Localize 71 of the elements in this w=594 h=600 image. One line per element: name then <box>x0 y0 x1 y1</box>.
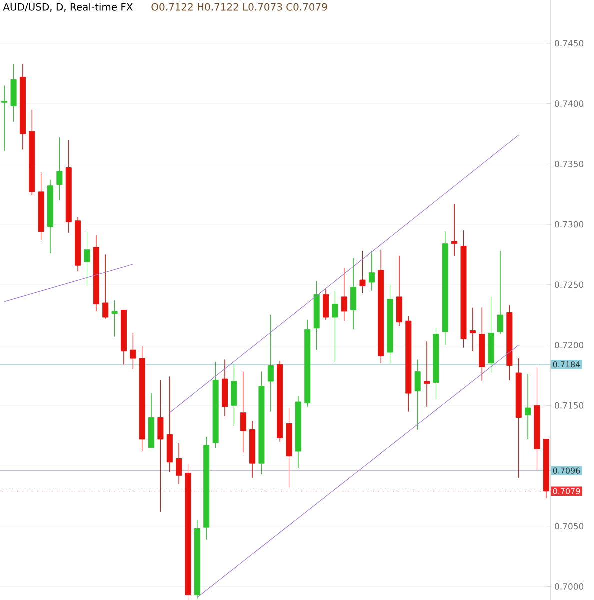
candlestick <box>166 376 173 472</box>
candlestick <box>488 296 494 374</box>
candlestick <box>84 232 90 286</box>
candlestick <box>433 328 440 400</box>
candlestick <box>250 421 256 478</box>
candlestick <box>341 268 348 322</box>
candlestick <box>424 341 430 408</box>
candlestick <box>56 137 63 201</box>
candlestick <box>452 204 458 256</box>
candlestick <box>66 140 72 234</box>
candlestick <box>185 464 192 600</box>
candlestick <box>350 258 357 330</box>
candlestick <box>534 366 540 472</box>
candlestick <box>139 346 146 452</box>
candlestick <box>525 374 532 440</box>
candlestick <box>120 310 127 365</box>
candlestick <box>38 172 44 240</box>
candlestick <box>93 235 100 312</box>
candlestick <box>148 393 155 448</box>
candlestick <box>396 256 402 326</box>
candlestick <box>378 250 384 364</box>
candlestick <box>497 250 504 335</box>
candlestick <box>204 436 210 540</box>
candlestick <box>332 290 338 362</box>
candlestick <box>10 64 17 122</box>
candlestick <box>414 360 421 430</box>
chart-title: AUD/USD, D, Real-time FX <box>3 3 133 12</box>
candlestick <box>543 439 550 499</box>
candlestick <box>48 180 54 254</box>
candlestick <box>194 520 200 600</box>
candlestick <box>368 250 375 292</box>
y-tick-label: 0.7000 <box>555 584 584 590</box>
candlestick <box>506 305 513 381</box>
candlestick <box>406 316 412 412</box>
y-tick-label: 0.7350 <box>555 160 584 168</box>
candlestick <box>442 232 448 346</box>
y-tick-label: 0.7050 <box>555 523 584 530</box>
candlestick <box>130 332 136 370</box>
y-tick-label: 0.7200 <box>555 342 584 348</box>
y-tick-label: 0.7400 <box>555 100 584 108</box>
candlestick <box>231 364 238 426</box>
candlestick <box>112 300 118 338</box>
candlestick <box>295 396 302 469</box>
candlestick <box>240 372 246 453</box>
candlestick <box>75 217 82 272</box>
candlestick <box>2 85 8 152</box>
candlestick <box>479 308 486 382</box>
candlestick <box>470 308 476 352</box>
candlestick <box>258 372 265 475</box>
candlestick <box>176 442 182 484</box>
candlestick <box>222 360 228 417</box>
y-tick-label: 0.7250 <box>555 282 584 288</box>
candlestick <box>268 314 274 412</box>
candlestick <box>20 64 26 150</box>
candlestick <box>102 254 109 319</box>
chart-subtitle: O0.7122 H0.7122 L0.7073 C0.7079 <box>152 3 328 11</box>
y-tick-label: 0.7300 <box>555 221 584 228</box>
candlestick <box>387 284 394 364</box>
candlestick <box>516 358 522 478</box>
candlestick <box>29 110 36 196</box>
candlestick <box>360 250 366 294</box>
candlestick <box>286 408 292 488</box>
candlestick <box>323 288 330 320</box>
y-tick-label: 0.7150 <box>555 402 584 409</box>
candlestick <box>314 281 320 350</box>
candlestick <box>158 380 164 512</box>
candlestick <box>212 362 219 448</box>
candlestick <box>304 320 311 408</box>
candlestick <box>460 230 467 348</box>
y-tick-label: 0.7450 <box>555 40 584 47</box>
candlestick <box>277 360 284 442</box>
